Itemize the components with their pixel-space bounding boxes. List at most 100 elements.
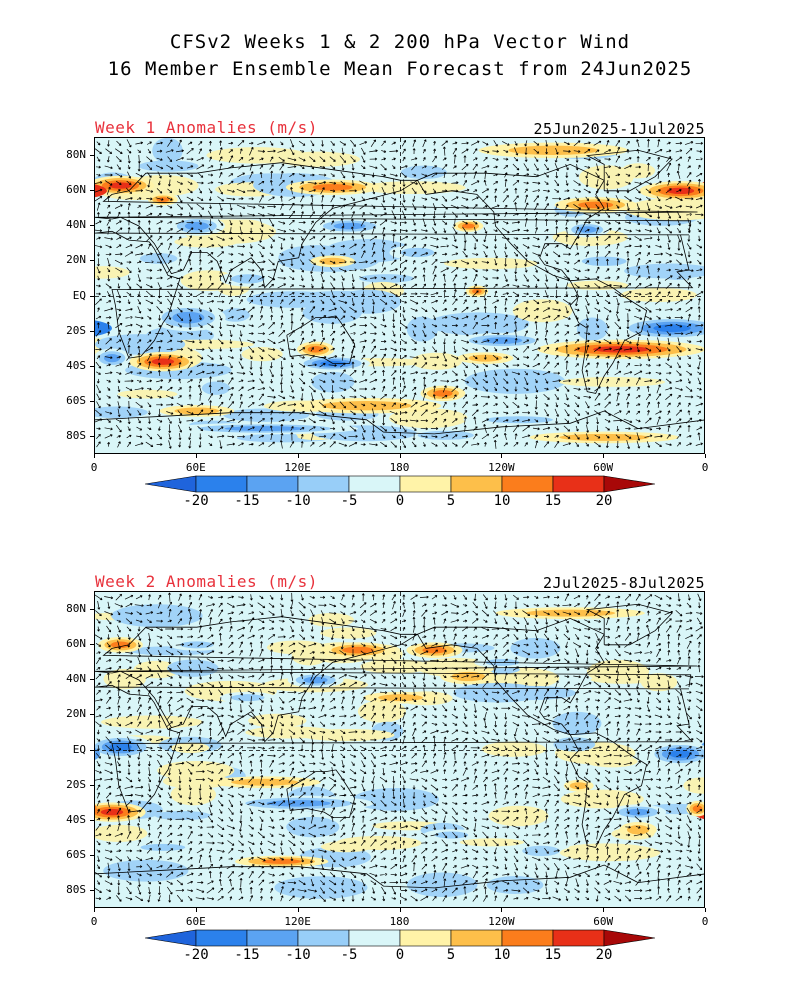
wind-arrow (187, 173, 194, 177)
wind-arrow (116, 658, 122, 663)
wind-arrow (371, 226, 376, 235)
wind-arrow (674, 196, 683, 202)
wind-arrow (137, 181, 142, 185)
wind-arrow (481, 730, 490, 735)
wind-arrow (646, 667, 651, 671)
wind-arrow (279, 603, 284, 608)
wind-arrow (401, 267, 407, 274)
wind-arrow (360, 650, 366, 656)
wind-arrow (137, 352, 141, 362)
wind-arrow (277, 402, 286, 407)
wind-arrow (431, 307, 438, 313)
wind-arrow (186, 221, 194, 224)
wind-arrow (462, 220, 468, 225)
coastline (95, 230, 694, 359)
wind-arrow (615, 155, 621, 163)
wind-arrow (463, 594, 467, 600)
wind-arrow (644, 594, 653, 601)
wind-arrow (258, 323, 265, 328)
coastline (569, 732, 648, 848)
wind-arrow (361, 243, 366, 249)
wind-arrow (634, 363, 643, 367)
wind-arrow (329, 236, 337, 240)
wind-arrow (574, 433, 580, 440)
wind-arrow (586, 424, 590, 433)
wind-arrow (482, 276, 489, 280)
wind-arrow (238, 157, 244, 162)
wind-arrow (491, 332, 500, 336)
lon-tick-label: 0 (701, 461, 709, 474)
wind-arrow (147, 178, 151, 188)
wind-arrow (463, 179, 467, 186)
wind-arrow (473, 314, 477, 321)
wind-arrow (176, 283, 184, 289)
wind-arrow (646, 610, 650, 616)
wind-arrow (402, 274, 406, 282)
wind-arrow (125, 371, 133, 375)
wind-arrow (237, 315, 245, 320)
wind-arrow (126, 434, 132, 439)
wind-arrow (686, 172, 692, 178)
wind-arrow (247, 339, 256, 344)
wind-arrow (524, 688, 529, 696)
wind-arrow (226, 602, 235, 608)
wind-arrow (463, 697, 467, 704)
wind-arrow (158, 695, 162, 705)
wind-arrow (674, 387, 683, 392)
wind-arrow (614, 291, 622, 297)
wind-arrow (565, 234, 569, 242)
wind-arrow (646, 673, 650, 680)
wind-arrow (656, 219, 661, 226)
wind-arrow (96, 401, 101, 409)
wind-arrow (585, 410, 590, 415)
wind-arrow (585, 369, 589, 377)
wind-arrow (503, 411, 509, 415)
wind-arrow (697, 593, 702, 602)
wind-arrow (483, 601, 488, 609)
wind-arrow (127, 155, 131, 164)
wind-arrow (330, 282, 336, 290)
wind-arrow (310, 149, 314, 154)
wind-arrow (534, 595, 539, 599)
wind-arrow (95, 245, 103, 249)
wind-arrow (288, 196, 296, 201)
wind-arrow (502, 141, 510, 146)
wind-arrow (300, 211, 304, 218)
wind-arrow (116, 289, 122, 299)
wind-arrow (685, 298, 693, 305)
wind-arrow (586, 314, 589, 322)
wind-arrow (95, 643, 102, 647)
wind-arrow (339, 434, 347, 440)
wind-arrow (483, 289, 488, 298)
wind-arrow (127, 697, 131, 704)
wind-arrow (207, 267, 214, 273)
wind-arrow (624, 195, 632, 202)
wind-arrow (167, 298, 173, 306)
wind-arrow (207, 282, 214, 289)
wind-arrow (635, 403, 641, 407)
wind-arrow (117, 695, 121, 705)
wind-arrow (299, 252, 305, 256)
wind-arrow (289, 601, 294, 610)
wind-arrow (594, 619, 601, 623)
wind-arrow (371, 204, 376, 209)
wind-arrow (258, 442, 265, 447)
wind-arrow (127, 299, 131, 305)
wind-arrow (157, 650, 162, 656)
wind-arrow (677, 234, 682, 243)
wind-arrow (634, 714, 642, 718)
wind-arrow (503, 395, 508, 399)
wind-arrow (420, 252, 429, 256)
wind-arrow (127, 345, 131, 354)
wind-arrow (463, 282, 467, 290)
wind-arrow (574, 394, 581, 399)
wind-arrow (615, 213, 621, 217)
wind-arrow (359, 387, 368, 391)
wind-arrow (146, 212, 153, 217)
wind-arrow (382, 385, 386, 392)
wind-arrow (351, 211, 355, 219)
wind-arrow (554, 234, 560, 243)
wind-arrow (147, 331, 152, 336)
wind-arrow (96, 355, 101, 360)
wind-arrow (168, 354, 172, 360)
